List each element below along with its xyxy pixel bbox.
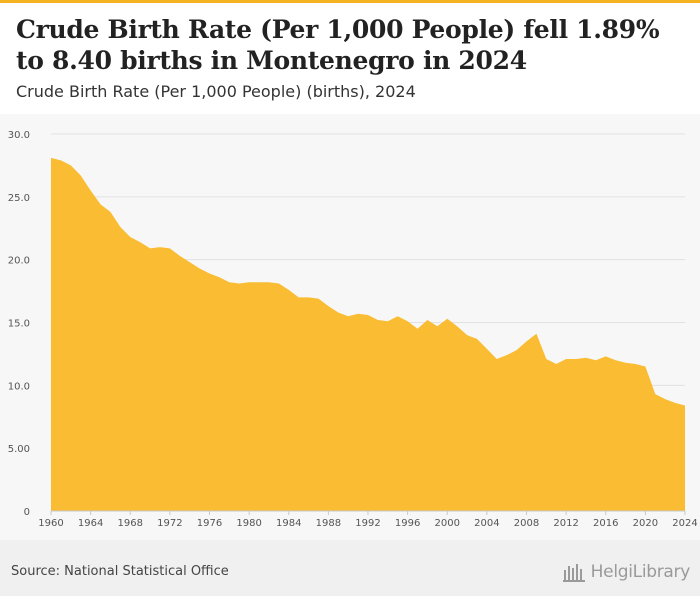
x-tick-label: 2004 — [474, 518, 499, 529]
area-chart: 0 5.00 10.0 15.0 20.0 25.0 30.0 1960 1964 1968 197… — [8, 130, 698, 529]
x-tick-label: 1988 — [316, 518, 341, 529]
x-tick-label: 1992 — [355, 518, 380, 529]
y-tick-label: 20.0 — [8, 256, 30, 267]
x-tick-label: 1960 — [38, 518, 63, 529]
y-tick-label: 5.00 — [8, 444, 30, 455]
x-tick-label: 2016 — [593, 518, 618, 529]
area-series — [51, 157, 685, 511]
x-tick-label: 2024 — [672, 518, 697, 529]
x-tick-label: 2020 — [633, 518, 658, 529]
chart-subtitle: Crude Birth Rate (Per 1,000 People) (bir… — [16, 82, 416, 101]
brand-logo-group[interactable]: HelgiLibrary — [562, 561, 691, 583]
chart-title: Crude Birth Rate (Per 1,000 People) fell… — [16, 15, 660, 75]
source-note: Source: National Statistical Office — [11, 564, 229, 579]
top-accent-bar — [0, 0, 700, 3]
x-tick-label: 1996 — [395, 518, 420, 529]
y-tick-label: 15.0 — [8, 319, 30, 330]
x-tick-label: 1968 — [118, 518, 143, 529]
footer-bar — [0, 540, 700, 596]
y-tick-label: 25.0 — [8, 193, 30, 204]
x-tick-label: 2012 — [553, 518, 578, 529]
x-tick-label: 2000 — [435, 518, 460, 529]
y-tick-label: 0 — [24, 507, 30, 518]
x-tick-label: 2008 — [514, 518, 539, 529]
x-tick-label: 1972 — [157, 518, 182, 529]
x-tick-label: 1964 — [78, 518, 103, 529]
x-tick-label: 1980 — [236, 518, 261, 529]
brand-name: HelgiLibrary — [590, 562, 691, 582]
y-tick-label: 30.0 — [8, 130, 30, 141]
x-tick-label: 1976 — [197, 518, 222, 529]
x-tick-label: 1984 — [276, 518, 301, 529]
library-logo-icon — [562, 564, 585, 582]
y-tick-label: 10.0 — [8, 381, 30, 392]
